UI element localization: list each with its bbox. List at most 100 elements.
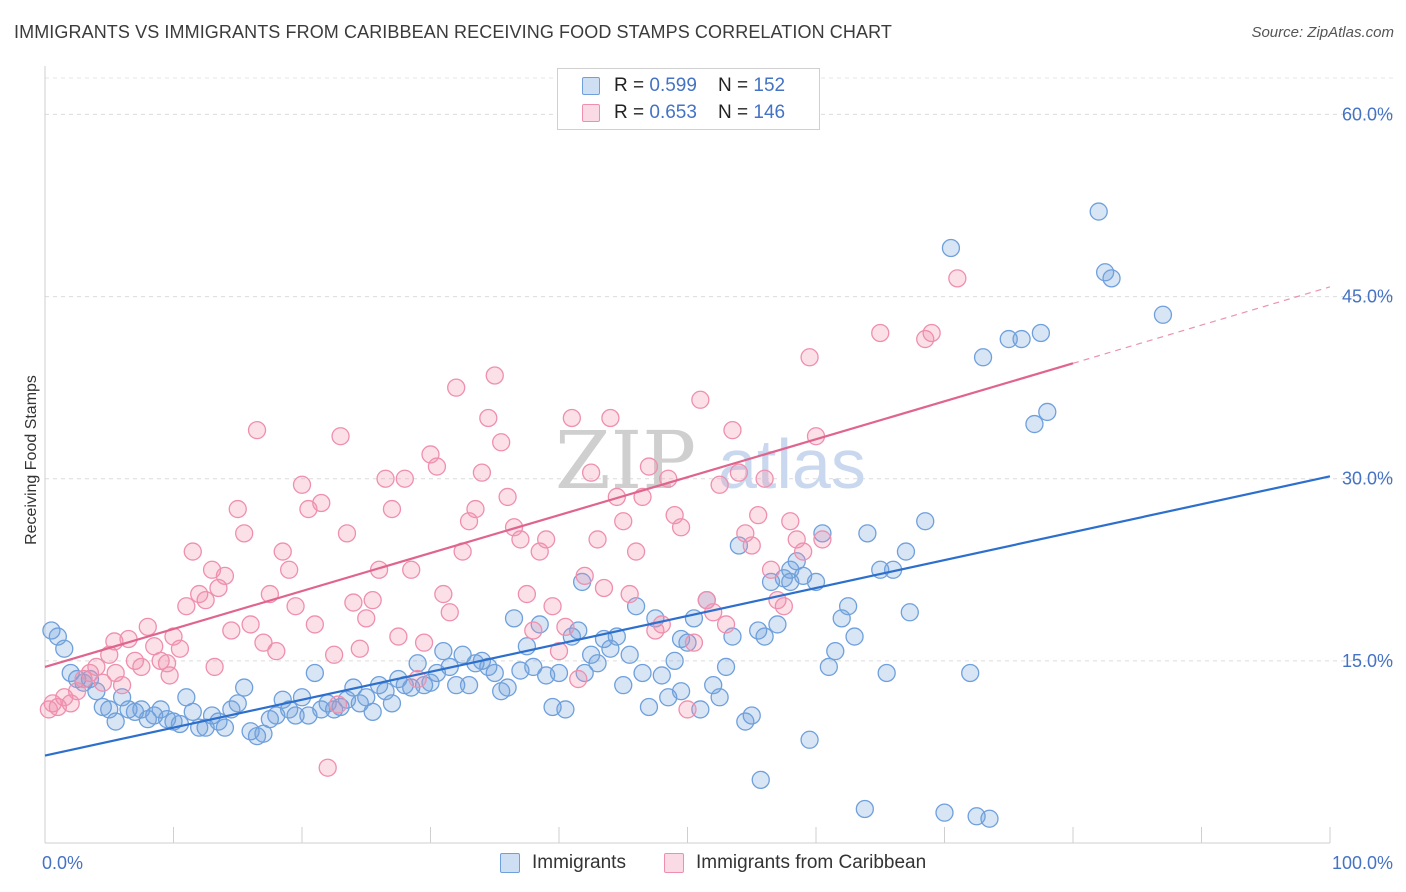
data-point <box>800 348 819 367</box>
watermark-atlas: atlas <box>718 425 866 503</box>
data-point <box>742 706 761 725</box>
data-point <box>517 584 537 604</box>
data-point <box>794 542 813 561</box>
data-point <box>614 675 633 695</box>
data-point <box>569 669 588 689</box>
bottom-legend-swatch-immigrants <box>500 853 520 873</box>
data-point <box>511 530 530 549</box>
data-point <box>781 512 800 531</box>
data-point <box>639 697 659 717</box>
data-point <box>768 615 787 634</box>
data-point <box>678 700 697 719</box>
y-tick-label: 45.0% <box>1342 287 1393 307</box>
data-point <box>485 663 504 683</box>
data-point <box>806 427 826 446</box>
data-point <box>556 700 575 719</box>
data-point <box>453 645 472 664</box>
data-point <box>177 597 196 616</box>
data-point <box>877 663 896 683</box>
data-point <box>626 542 646 561</box>
n-label: N = <box>718 102 754 123</box>
data-point <box>961 663 980 683</box>
watermark-zip: ZIP <box>555 414 696 507</box>
data-point <box>1089 202 1108 221</box>
source-label: Source: ZipAtlas.com <box>1251 24 1394 41</box>
data-point <box>55 639 74 658</box>
trend-extension-1 <box>1072 286 1331 364</box>
trend-line-1 <box>44 362 1074 668</box>
data-point <box>382 694 402 713</box>
data-point <box>659 469 678 488</box>
data-point <box>845 627 864 646</box>
chart-title: IMMIGRANTS VS IMMIGRANTS FROM CARIBBEAN … <box>14 22 892 42</box>
data-point <box>549 641 569 661</box>
data-point <box>826 641 845 661</box>
bottom-legend-swatch-caribbean <box>664 853 684 873</box>
data-point <box>620 645 639 664</box>
n-value: 152 <box>753 75 786 96</box>
data-point <box>331 697 350 717</box>
data-point <box>639 457 659 476</box>
data-point <box>858 524 877 543</box>
stats-legend: R = 0.599 N = 152 R = 0.653 N = 146 <box>557 68 820 130</box>
data-point <box>279 560 299 579</box>
data-point <box>408 654 427 673</box>
data-point <box>292 475 312 494</box>
data-point <box>755 469 774 488</box>
data-point <box>318 758 337 777</box>
data-point <box>170 639 190 658</box>
trend-line-0 <box>44 475 1331 757</box>
data-point <box>935 803 954 822</box>
r-value: 0.653 <box>649 102 697 123</box>
data-point <box>800 730 819 749</box>
data-point <box>267 641 286 661</box>
data-point <box>324 645 344 664</box>
data-point <box>562 408 581 428</box>
data-point <box>151 700 170 719</box>
data-point <box>1031 323 1051 343</box>
data-point <box>100 645 119 664</box>
trend-lines <box>44 286 1331 757</box>
data-point <box>684 633 704 652</box>
data-point <box>671 518 691 537</box>
data-point <box>652 666 671 685</box>
legend-swatch-immigrants <box>582 77 600 95</box>
tick-labels: 15.0% 30.0% 45.0% 60.0% 0.0% 100.0% <box>42 104 1393 873</box>
data-point <box>228 499 247 519</box>
data-point <box>414 633 434 652</box>
watermark: ZIP atlas <box>555 414 866 507</box>
data-point <box>215 718 235 737</box>
data-point <box>160 666 179 685</box>
data-point <box>87 657 106 677</box>
data-point <box>305 615 325 634</box>
x-tick-label: 0.0% <box>42 853 83 873</box>
data-point <box>716 615 736 634</box>
series-immigrants-points <box>42 202 1173 828</box>
data-point <box>620 584 639 604</box>
data-point <box>614 512 633 531</box>
data-point <box>916 512 935 531</box>
data-point <box>447 675 466 695</box>
data-point <box>222 621 241 640</box>
data-point <box>594 578 614 598</box>
legend-swatch-caribbean <box>582 104 600 122</box>
data-point <box>588 654 607 673</box>
y-tick-label: 15.0% <box>1342 651 1393 671</box>
n-value: 146 <box>753 102 786 123</box>
r-label: R = <box>614 102 650 123</box>
data-point <box>761 560 781 579</box>
data-point <box>524 657 543 677</box>
data-point <box>312 493 331 513</box>
data-point <box>1038 402 1057 422</box>
data-point <box>1153 305 1173 324</box>
data-point <box>472 463 492 482</box>
data-point <box>900 603 919 622</box>
data-point <box>337 524 357 543</box>
n-label: N = <box>718 75 754 96</box>
data-point <box>389 627 408 646</box>
data-point <box>581 463 601 482</box>
data-point <box>855 799 874 819</box>
data-point <box>813 530 832 549</box>
bottom-legend-label-immigrants: Immigrants <box>532 852 626 873</box>
data-point <box>440 603 459 622</box>
